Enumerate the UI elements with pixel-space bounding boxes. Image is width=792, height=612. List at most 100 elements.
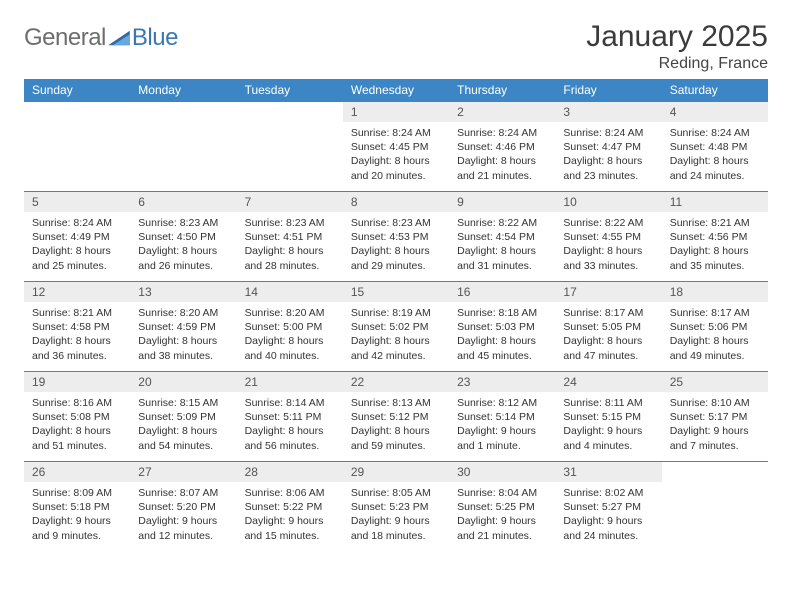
calendar-cell: 28Sunrise: 8:06 AMSunset: 5:22 PMDayligh… — [237, 462, 343, 552]
sunrise-text: Sunrise: 8:14 AM — [245, 396, 335, 410]
daylight-line2: and 49 minutes. — [670, 349, 760, 363]
daylight-line2: and 24 minutes. — [563, 529, 653, 543]
calendar-cell: 19Sunrise: 8:16 AMSunset: 5:08 PMDayligh… — [24, 372, 130, 462]
sunset-text: Sunset: 5:23 PM — [351, 500, 441, 514]
calendar-cell: 10Sunrise: 8:22 AMSunset: 4:55 PMDayligh… — [555, 192, 661, 282]
daylight-line2: and 35 minutes. — [670, 259, 760, 273]
sunset-text: Sunset: 5:05 PM — [563, 320, 653, 334]
day-number: 5 — [24, 192, 130, 212]
sunrise-text: Sunrise: 8:15 AM — [138, 396, 228, 410]
day-data: Sunrise: 8:10 AMSunset: 5:17 PMDaylight:… — [662, 392, 768, 455]
calendar-cell: 20Sunrise: 8:15 AMSunset: 5:09 PMDayligh… — [130, 372, 236, 462]
day-data: Sunrise: 8:09 AMSunset: 5:18 PMDaylight:… — [24, 482, 130, 545]
sunset-text: Sunset: 4:50 PM — [138, 230, 228, 244]
day-number: 7 — [237, 192, 343, 212]
day-number: 16 — [449, 282, 555, 302]
sunrise-text: Sunrise: 8:24 AM — [670, 126, 760, 140]
day-data: Sunrise: 8:19 AMSunset: 5:02 PMDaylight:… — [343, 302, 449, 365]
sunset-text: Sunset: 5:08 PM — [32, 410, 122, 424]
daylight-line1: Daylight: 8 hours — [670, 154, 760, 168]
day-data: Sunrise: 8:24 AMSunset: 4:47 PMDaylight:… — [555, 122, 661, 185]
sunrise-text: Sunrise: 8:24 AM — [351, 126, 441, 140]
sunset-text: Sunset: 5:25 PM — [457, 500, 547, 514]
calendar-cell: 30Sunrise: 8:04 AMSunset: 5:25 PMDayligh… — [449, 462, 555, 552]
day-data: Sunrise: 8:22 AMSunset: 4:54 PMDaylight:… — [449, 212, 555, 275]
sunrise-text: Sunrise: 8:22 AM — [457, 216, 547, 230]
daylight-line1: Daylight: 8 hours — [245, 334, 335, 348]
calendar-cell: 17Sunrise: 8:17 AMSunset: 5:05 PMDayligh… — [555, 282, 661, 372]
sunrise-text: Sunrise: 8:16 AM — [32, 396, 122, 410]
day-data: Sunrise: 8:02 AMSunset: 5:27 PMDaylight:… — [555, 482, 661, 545]
sunrise-text: Sunrise: 8:09 AM — [32, 486, 122, 500]
calendar-cell: 2Sunrise: 8:24 AMSunset: 4:46 PMDaylight… — [449, 102, 555, 192]
weekday-header: Monday — [130, 79, 236, 102]
daylight-line2: and 9 minutes. — [32, 529, 122, 543]
daylight-line1: Daylight: 9 hours — [138, 514, 228, 528]
calendar-cell: 25Sunrise: 8:10 AMSunset: 5:17 PMDayligh… — [662, 372, 768, 462]
day-data: Sunrise: 8:18 AMSunset: 5:03 PMDaylight:… — [449, 302, 555, 365]
sunrise-text: Sunrise: 8:23 AM — [245, 216, 335, 230]
day-number: 9 — [449, 192, 555, 212]
sunrise-text: Sunrise: 8:19 AM — [351, 306, 441, 320]
sunrise-text: Sunrise: 8:13 AM — [351, 396, 441, 410]
sunset-text: Sunset: 5:02 PM — [351, 320, 441, 334]
sunrise-text: Sunrise: 8:06 AM — [245, 486, 335, 500]
day-data: Sunrise: 8:20 AMSunset: 4:59 PMDaylight:… — [130, 302, 236, 365]
calendar-week-row: 1Sunrise: 8:24 AMSunset: 4:45 PMDaylight… — [24, 102, 768, 192]
day-data: Sunrise: 8:04 AMSunset: 5:25 PMDaylight:… — [449, 482, 555, 545]
daylight-line1: Daylight: 8 hours — [138, 424, 228, 438]
sunrise-text: Sunrise: 8:22 AM — [563, 216, 653, 230]
day-number: 27 — [130, 462, 236, 482]
logo-triangle-icon — [108, 29, 130, 47]
day-number: 10 — [555, 192, 661, 212]
calendar-cell: 27Sunrise: 8:07 AMSunset: 5:20 PMDayligh… — [130, 462, 236, 552]
day-number: 22 — [343, 372, 449, 392]
calendar-cell: 4Sunrise: 8:24 AMSunset: 4:48 PMDaylight… — [662, 102, 768, 192]
empty-day — [130, 102, 236, 122]
sunset-text: Sunset: 4:54 PM — [457, 230, 547, 244]
daylight-line1: Daylight: 8 hours — [670, 334, 760, 348]
day-number: 8 — [343, 192, 449, 212]
daylight-line1: Daylight: 8 hours — [563, 334, 653, 348]
empty-day — [24, 102, 130, 122]
daylight-line1: Daylight: 8 hours — [32, 244, 122, 258]
day-data: Sunrise: 8:15 AMSunset: 5:09 PMDaylight:… — [130, 392, 236, 455]
daylight-line2: and 40 minutes. — [245, 349, 335, 363]
day-data: Sunrise: 8:14 AMSunset: 5:11 PMDaylight:… — [237, 392, 343, 455]
daylight-line1: Daylight: 9 hours — [457, 424, 547, 438]
day-data: Sunrise: 8:07 AMSunset: 5:20 PMDaylight:… — [130, 482, 236, 545]
sunset-text: Sunset: 5:20 PM — [138, 500, 228, 514]
sunrise-text: Sunrise: 8:02 AM — [563, 486, 653, 500]
day-data: Sunrise: 8:06 AMSunset: 5:22 PMDaylight:… — [237, 482, 343, 545]
empty-day — [662, 462, 768, 482]
day-number: 25 — [662, 372, 768, 392]
sunset-text: Sunset: 5:09 PM — [138, 410, 228, 424]
day-number: 2 — [449, 102, 555, 122]
daylight-line1: Daylight: 8 hours — [351, 244, 441, 258]
calendar-week-row: 26Sunrise: 8:09 AMSunset: 5:18 PMDayligh… — [24, 462, 768, 552]
calendar-cell: 22Sunrise: 8:13 AMSunset: 5:12 PMDayligh… — [343, 372, 449, 462]
day-number: 17 — [555, 282, 661, 302]
calendar-cell: 8Sunrise: 8:23 AMSunset: 4:53 PMDaylight… — [343, 192, 449, 282]
sunset-text: Sunset: 4:51 PM — [245, 230, 335, 244]
daylight-line1: Daylight: 9 hours — [351, 514, 441, 528]
sunset-text: Sunset: 5:12 PM — [351, 410, 441, 424]
day-number: 28 — [237, 462, 343, 482]
daylight-line1: Daylight: 8 hours — [457, 334, 547, 348]
calendar-week-row: 5Sunrise: 8:24 AMSunset: 4:49 PMDaylight… — [24, 192, 768, 282]
calendar-cell: 24Sunrise: 8:11 AMSunset: 5:15 PMDayligh… — [555, 372, 661, 462]
page-title: January 2025 — [586, 20, 768, 53]
sunset-text: Sunset: 5:17 PM — [670, 410, 760, 424]
day-number: 13 — [130, 282, 236, 302]
daylight-line2: and 23 minutes. — [563, 169, 653, 183]
daylight-line1: Daylight: 8 hours — [138, 244, 228, 258]
day-number: 24 — [555, 372, 661, 392]
daylight-line1: Daylight: 8 hours — [670, 244, 760, 258]
sunrise-text: Sunrise: 8:20 AM — [245, 306, 335, 320]
daylight-line2: and 28 minutes. — [245, 259, 335, 273]
calendar-cell: 23Sunrise: 8:12 AMSunset: 5:14 PMDayligh… — [449, 372, 555, 462]
day-data: Sunrise: 8:23 AMSunset: 4:50 PMDaylight:… — [130, 212, 236, 275]
day-data: Sunrise: 8:24 AMSunset: 4:46 PMDaylight:… — [449, 122, 555, 185]
sunrise-text: Sunrise: 8:17 AM — [670, 306, 760, 320]
sunset-text: Sunset: 5:11 PM — [245, 410, 335, 424]
